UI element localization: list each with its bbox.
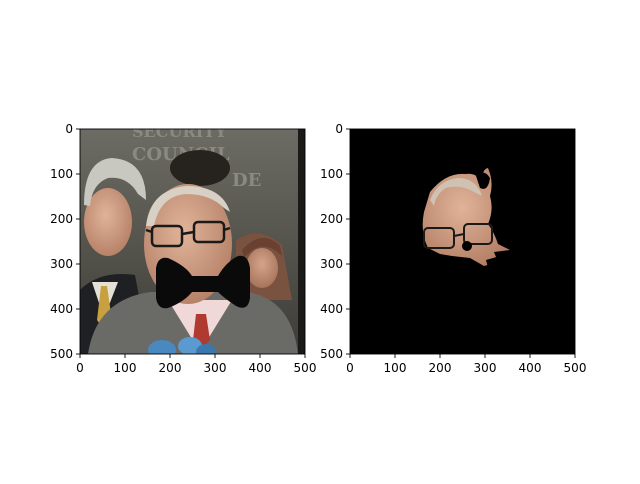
left-x-tick-label: 100 (114, 361, 137, 375)
right-x-tick-label: 300 (474, 361, 497, 375)
left-y-tick-label: 300 (50, 257, 73, 271)
left-y-tick-label: 100 (50, 167, 73, 181)
right-y-tick-label: 400 (320, 302, 343, 316)
right-x-tick-label: 400 (519, 361, 542, 375)
face-back-right (246, 248, 278, 288)
right-x-tick-label: 200 (429, 361, 452, 375)
left-y-tick-label: 200 (50, 212, 73, 226)
right-y-tick-label: 0 (335, 122, 343, 136)
photo-dark-right-edge (298, 129, 305, 354)
left-x-tick-label: 0 (76, 361, 84, 375)
right-image-panel (350, 129, 575, 354)
left-x-tick-label: 500 (294, 361, 317, 375)
left-x-tick-label: 400 (249, 361, 272, 375)
person-back-dark-hair (170, 150, 230, 186)
left-y-tick-label: 500 (50, 347, 73, 361)
left-image-panel: SECURITY COUNCIL DE (80, 122, 305, 360)
face-segment-hole-2 (462, 241, 472, 251)
microphone-1 (148, 340, 176, 360)
right-y-tick-label: 200 (320, 212, 343, 226)
right-y-tick-label: 300 (320, 257, 343, 271)
left-y-tick-label: 0 (65, 122, 73, 136)
right-x-tick-label: 0 (346, 361, 354, 375)
right-x-tick-label: 100 (384, 361, 407, 375)
right-y-tick-label: 100 (320, 167, 343, 181)
left-x-tick-label: 200 (159, 361, 182, 375)
background-sign-text-3: DE (232, 170, 261, 191)
left-y-tick-label: 400 (50, 302, 73, 316)
background-sign-text-1: SECURITY (132, 122, 227, 141)
right-x-tick-label: 500 (564, 361, 587, 375)
right-y-tick-label: 500 (320, 347, 343, 361)
left-x-tick-label: 300 (204, 361, 227, 375)
microphone-3 (196, 344, 216, 360)
